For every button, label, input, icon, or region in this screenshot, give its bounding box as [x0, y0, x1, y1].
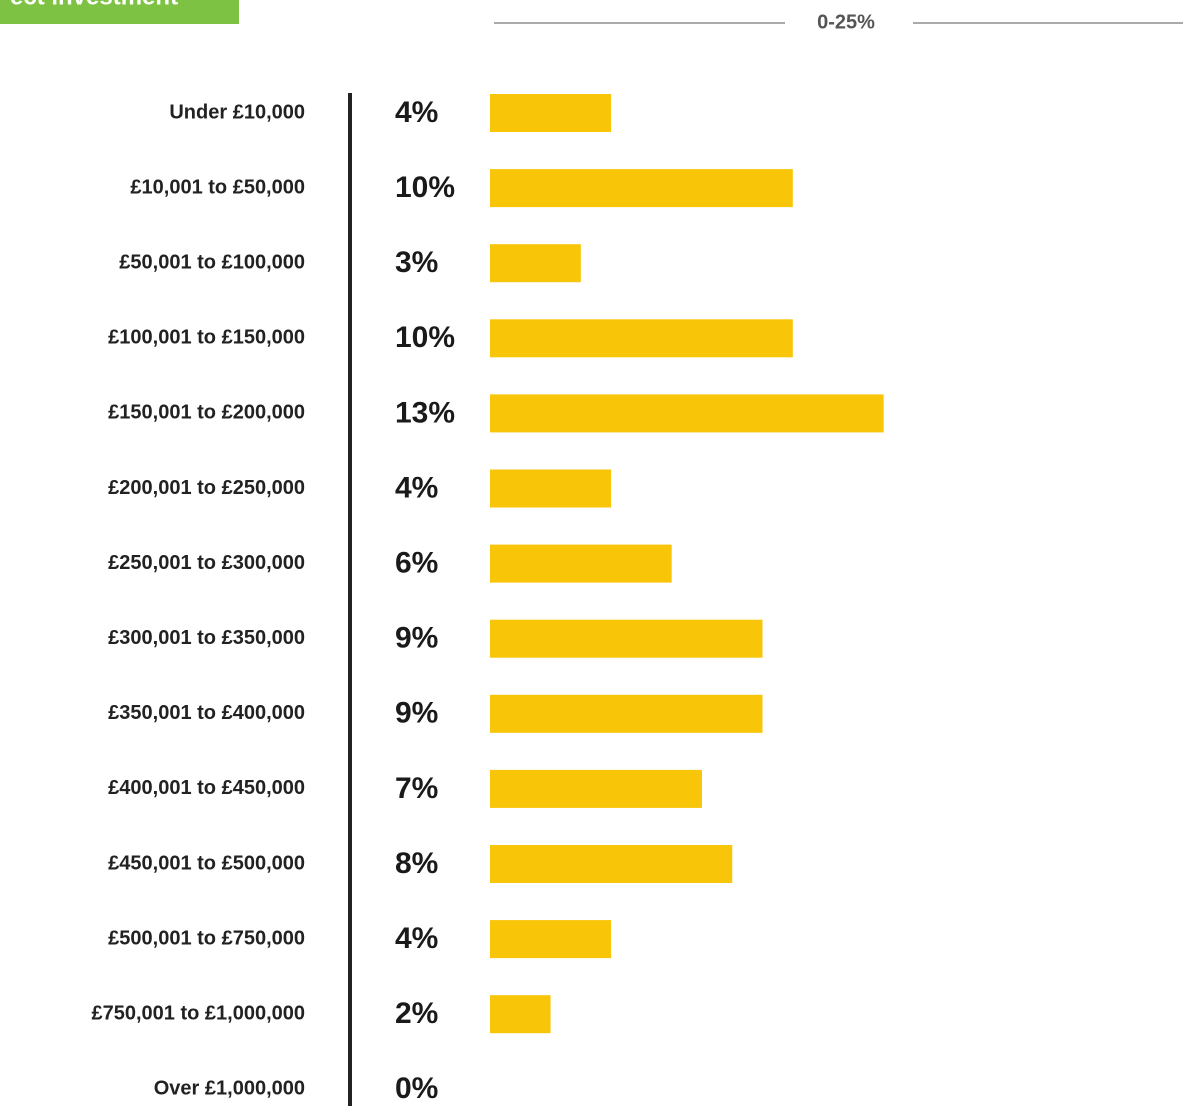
bar: [490, 94, 612, 132]
value-label: 4%: [395, 96, 438, 129]
bar: [490, 694, 763, 733]
category-label: £300,001 to £350,000: [108, 627, 305, 649]
bar: [490, 619, 763, 658]
value-label: 3%: [395, 246, 438, 279]
value-label: 10%: [395, 171, 455, 204]
category-label: £450,001 to £500,000: [108, 852, 305, 874]
category-label: Under £10,000: [169, 101, 305, 123]
bar: [490, 244, 581, 283]
range-label: 0-25%: [817, 11, 875, 33]
chart-title: ect investment: [10, 0, 178, 10]
value-label: 2%: [395, 997, 438, 1030]
category-label: Over £1,000,000: [154, 1078, 305, 1100]
value-label: 10%: [395, 321, 455, 354]
category-label: £200,001 to £250,000: [108, 477, 305, 499]
bar: [490, 394, 884, 433]
value-label: 7%: [395, 772, 438, 805]
category-label: £100,001 to £150,000: [108, 327, 305, 349]
value-label: 4%: [395, 922, 438, 955]
bar: [490, 769, 702, 808]
category-label: £250,001 to £300,000: [108, 552, 305, 574]
value-label: 8%: [395, 847, 438, 880]
value-label: 13%: [395, 396, 455, 429]
bar: [490, 169, 793, 208]
value-label: 9%: [395, 697, 438, 730]
value-label: 9%: [395, 622, 438, 655]
category-label: £350,001 to £400,000: [108, 702, 305, 724]
category-label: £750,001 to £1,000,000: [91, 1002, 305, 1024]
category-label: £50,001 to £100,000: [119, 251, 305, 273]
category-label: £10,001 to £50,000: [130, 176, 305, 198]
bar: [490, 469, 612, 508]
category-label: £150,001 to £200,000: [108, 402, 305, 424]
bar: [490, 845, 733, 883]
title-tab: [0, 0, 239, 24]
category-label: £400,001 to £450,000: [108, 777, 305, 799]
bar: [490, 920, 612, 959]
bar: [490, 544, 672, 583]
value-label: 4%: [395, 471, 438, 504]
bar: [490, 319, 793, 358]
value-label: 0%: [395, 1072, 438, 1105]
category-label: £500,001 to £750,000: [108, 927, 305, 949]
bar: [490, 995, 551, 1034]
value-label: 6%: [395, 547, 438, 580]
